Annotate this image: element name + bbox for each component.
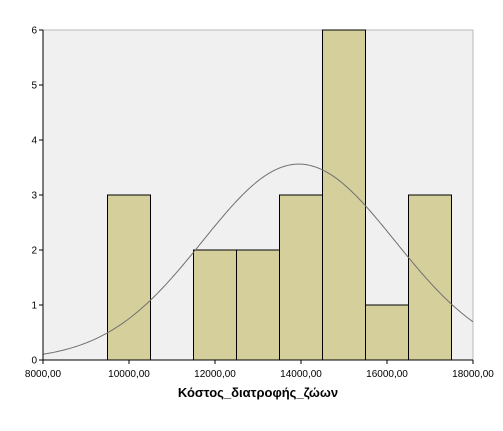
y-tick-label: 1 [31, 301, 37, 312]
x-tick-label: 14000,00 [280, 369, 322, 380]
x-axis-title: Κόστος_διατροφής_ζώων [178, 385, 338, 400]
histogram-bar [365, 304, 409, 361]
y-tick-label: 2 [31, 246, 37, 257]
histogram-bar [193, 249, 237, 361]
y-tick-label: 5 [31, 81, 37, 92]
histogram-bar [279, 194, 323, 361]
x-tick-label: 12000,00 [194, 369, 236, 380]
normal-curve [42, 163, 474, 355]
x-tick-label: 10000,00 [108, 369, 150, 380]
y-tick-label: 6 [31, 26, 37, 37]
y-tick-label: 3 [31, 191, 37, 202]
x-ticks-layer: 8000,00 10000,00 12000,00 14000,00 16000,00 1… [25, 360, 494, 380]
x-tick-label: 18000,00 [452, 369, 494, 380]
x-tick-label: 8000,00 [25, 369, 62, 380]
y-tick-label: 0 [31, 356, 37, 367]
histogram-bar [408, 194, 452, 361]
y-tick-label: 4 [31, 136, 37, 147]
histogram-bar [107, 194, 151, 361]
histogram-bar [322, 29, 366, 361]
x-tick-label: 16000,00 [366, 369, 408, 380]
bars-layer [107, 29, 452, 361]
y-ticks-layer: 0 1 2 3 4 5 6 [31, 26, 43, 367]
histogram-bar [236, 249, 280, 361]
